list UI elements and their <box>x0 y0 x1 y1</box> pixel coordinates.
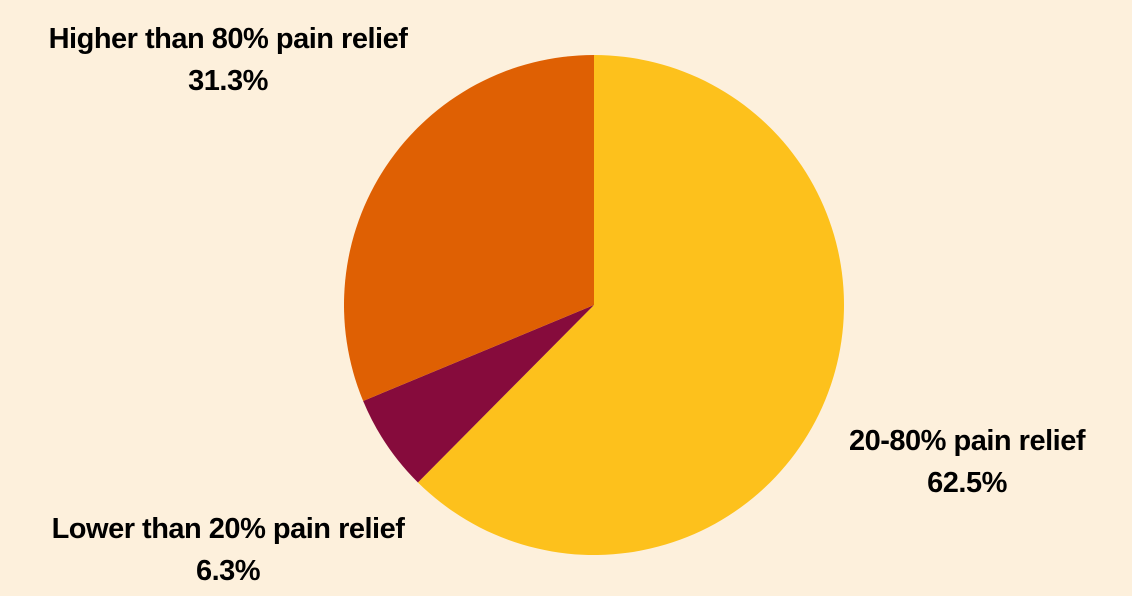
pie-slice-lower-than-20 <box>363 305 594 483</box>
pie-slice-20-80 <box>417 55 845 555</box>
slice-value-higher-than-80: 31.3% <box>188 65 268 97</box>
slice-value-20-80: 62.5% <box>927 467 1007 499</box>
slice-label-higher-than-80: Higher than 80% pain relief 31.3% <box>18 18 438 102</box>
slice-label-lower-than-20: Lower than 20% pain relief 6.3% <box>18 508 438 592</box>
pie-slice-higher-than-80 <box>343 55 594 401</box>
pie-slices <box>343 55 845 555</box>
slice-label-20-80: 20-80% pain relief 62.5% <box>812 420 1122 504</box>
slice-name-higher-than-80: Higher than 80% pain relief <box>48 23 408 55</box>
slice-name-20-80: 20-80% pain relief <box>849 425 1086 457</box>
slice-name-lower-than-20: Lower than 20% pain relief <box>51 513 405 545</box>
slice-value-lower-than-20: 6.3% <box>195 555 261 587</box>
